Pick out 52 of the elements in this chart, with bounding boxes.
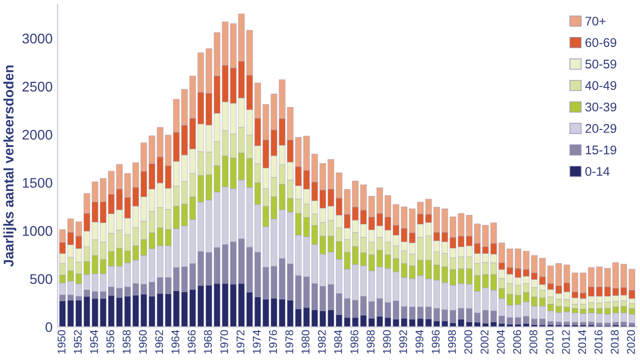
x-tick-label: 1960 (138, 330, 147, 354)
x-tick-label: 1966 (188, 330, 196, 354)
x-tick-label: 1992 (399, 330, 408, 354)
x-tick-label: 1954 (90, 330, 98, 354)
y-tick-label: 0 (46, 322, 52, 332)
x-tick-label: 1964 (171, 330, 180, 354)
x-tick-label: 2014 (578, 330, 586, 354)
x-tick-label: 1962 (155, 330, 164, 354)
x-tick-label: 1988 (366, 330, 375, 354)
y-tick-label: 500 (30, 274, 52, 284)
legend-label: 60-69 (586, 38, 616, 48)
legend-label: 50-59 (585, 60, 616, 68)
x-tick-label: 2006 (513, 330, 522, 354)
x-tick-label: 2020 (627, 330, 635, 354)
x-tick-label: 1956 (106, 330, 114, 354)
x-tick-label: 1994 (416, 330, 424, 354)
x-tick-label: 1974 (252, 330, 261, 354)
x-tick-label: 1984 (334, 330, 342, 354)
x-tick-label: 1958 (122, 330, 131, 354)
x-tick-label: 1980 (302, 330, 310, 354)
x-tick-label: 1952 (74, 330, 82, 354)
legend-label: 20-29 (586, 124, 616, 133)
x-tick-label: 1970 (220, 330, 228, 354)
x-tick-label: 1990 (382, 330, 391, 354)
y-tick-label: 2000 (22, 130, 52, 140)
x-tick-label: 2002 (480, 330, 488, 354)
y-tick-label: 2500 (22, 82, 52, 92)
legend-label: 15-19 (586, 146, 616, 154)
y-tick-label: 3000 (22, 34, 52, 44)
x-tick-label: 2018 (610, 330, 619, 354)
x-tick-label: 2010 (546, 330, 554, 354)
x-tick-label: 1998 (448, 330, 456, 354)
x-tick-label: 1996 (432, 330, 440, 354)
legend-label: 40-49 (585, 81, 616, 90)
x-tick-label: 2012 (562, 330, 570, 354)
x-tick-label: 1978 (285, 330, 294, 354)
y-tick-label: 1500 (22, 178, 52, 188)
x-tick-label: 1986 (350, 330, 358, 354)
x-tick-label: 2008 (529, 330, 538, 354)
x-tick-label: 1976 (269, 330, 277, 354)
legend-label: 70+ (586, 16, 606, 26)
x-tick-label: 2004 (496, 330, 505, 354)
x-tick-label: 1950 (58, 330, 66, 354)
x-tick-label: 1972 (236, 330, 244, 354)
x-tick-label: 1982 (318, 330, 326, 354)
x-tick-label: 2016 (594, 330, 602, 354)
legend-label: 0-14 (585, 166, 610, 176)
x-tick-label: 1968 (204, 330, 212, 354)
x-tick-label: 2000 (464, 330, 472, 354)
legend-label: 30-39 (585, 102, 616, 112)
y-axis-title: Jaarlijks aantal verkeersdoden (3, 65, 16, 267)
y-tick-label: 1000 (22, 226, 52, 236)
